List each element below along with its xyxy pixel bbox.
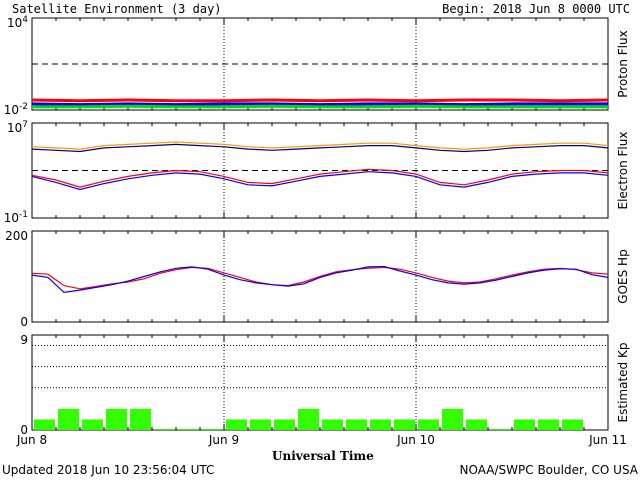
chart-title: Satellite Environment (3 day): [12, 2, 222, 16]
kp-bar: [154, 428, 175, 430]
kp-bar: [274, 419, 295, 430]
credit-text: NOAA/SWPC Boulder, CO USA: [459, 463, 638, 477]
y-tick-label-top-exponent: 7: [22, 120, 28, 130]
x-tick-label: Jun 10: [396, 433, 435, 447]
series-line-1: [31, 265, 609, 294]
panel-2: 200 0 GOES Hp: [5, 229, 630, 329]
y-tick-label-top-exponent: 4: [22, 15, 28, 25]
kp-bar: [322, 419, 343, 430]
series-line-1: [31, 102, 608, 107]
kp-bar: [82, 419, 103, 430]
y-tick-label-top: 107: [7, 120, 28, 135]
series-line-2: [32, 104, 608, 109]
y-axis-label: GOES Hp: [616, 249, 630, 303]
panel-frame: [31, 122, 609, 219]
y-tick-label-top: 9: [20, 333, 28, 347]
kp-bar: [538, 419, 559, 430]
kp-bar: [178, 428, 199, 430]
series-line-1: [31, 143, 609, 153]
kp-bar: [466, 419, 487, 430]
y-tick-label-bottom: 10-1: [4, 210, 28, 225]
kp-bar: [394, 419, 415, 430]
kp-bar: [442, 408, 463, 430]
kp-bar: [202, 428, 223, 430]
updated-timestamp: Updated 2018 Jun 10 23:56:04 UTC: [2, 463, 215, 477]
kp-bar: [514, 419, 535, 430]
panel-0: 104 10-2 Proton Flux: [4, 15, 630, 117]
kp-bar: [346, 419, 367, 430]
y-tick-label-top: 200: [5, 229, 28, 243]
kp-bar: [58, 408, 79, 430]
kp-bar: [418, 419, 439, 430]
kp-bar: [226, 419, 247, 430]
panel-frame: [31, 17, 609, 111]
x-axis-title: Universal Time: [272, 449, 374, 463]
y-tick-label-bottom: 10-2: [4, 102, 28, 117]
panel-1: 107 10-1 Electron Flux: [4, 120, 630, 225]
kp-bar: [130, 408, 151, 430]
y-tick-label-bottom: 0: [20, 315, 28, 329]
kp-bar: [562, 419, 583, 430]
kp-bar: [298, 408, 319, 430]
y-axis-label: Estimated Kp: [616, 343, 630, 423]
series-line-0: [31, 266, 609, 290]
panel-3: 9 0 Estimated Kp: [20, 333, 630, 437]
y-axis-label: Proton Flux: [616, 30, 630, 97]
kp-bar: [34, 419, 55, 430]
series-line-0: [31, 98, 609, 103]
y-axis-label: Electron Flux: [616, 132, 630, 210]
x-tick-label: Jun 9: [208, 433, 239, 447]
x-tick-label: Jun 11: [588, 433, 627, 447]
kp-bar: [250, 419, 271, 430]
kp-bar: [490, 428, 511, 430]
y-tick-label-top: 104: [7, 15, 28, 30]
series-line-2: [31, 168, 609, 188]
begin-time: Begin: 2018 Jun 8 0000 UTC: [442, 2, 630, 16]
kp-bar: [106, 408, 127, 430]
y-tick-label-bottom-exponent: -2: [19, 102, 28, 112]
kp-bar: [370, 419, 391, 430]
series-line-3: [31, 171, 609, 191]
x-tick-label: Jun 8: [16, 433, 47, 447]
y-tick-label-bottom-exponent: -1: [19, 210, 28, 220]
series-line-0: [31, 141, 609, 150]
y-tick-label-bottom: 0: [20, 423, 28, 437]
